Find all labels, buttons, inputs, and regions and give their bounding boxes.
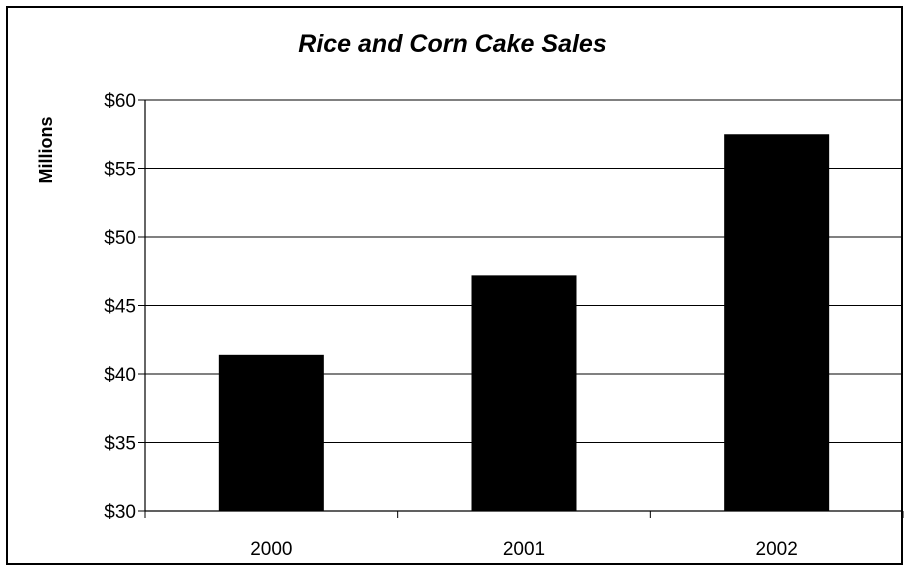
x-tick-label: 2000 (250, 539, 292, 560)
y-tick-label: $50 (104, 228, 136, 249)
bar (218, 354, 324, 511)
bar (471, 275, 577, 511)
y-tick-labels: $30 $35 $40 $45 $50 $55 $60 (104, 91, 136, 523)
bars (218, 134, 830, 511)
chart-title: Rice and Corn Cake Sales (298, 30, 607, 58)
x-tick-labels: 2000 2001 2002 (250, 539, 798, 560)
bar (724, 134, 830, 511)
y-tick-label: $60 (104, 91, 136, 112)
y-tick-label: $30 (104, 502, 136, 523)
x-tick-label: 2001 (503, 539, 545, 560)
y-axis-title: Millions (36, 117, 56, 184)
y-tick-label: $45 (104, 297, 136, 318)
y-tick-label: $35 (104, 434, 136, 455)
x-tick-label: 2002 (756, 539, 798, 560)
axes (138, 99, 904, 518)
y-tick-label: $40 (104, 365, 136, 386)
y-tick-label: $55 (104, 160, 136, 181)
